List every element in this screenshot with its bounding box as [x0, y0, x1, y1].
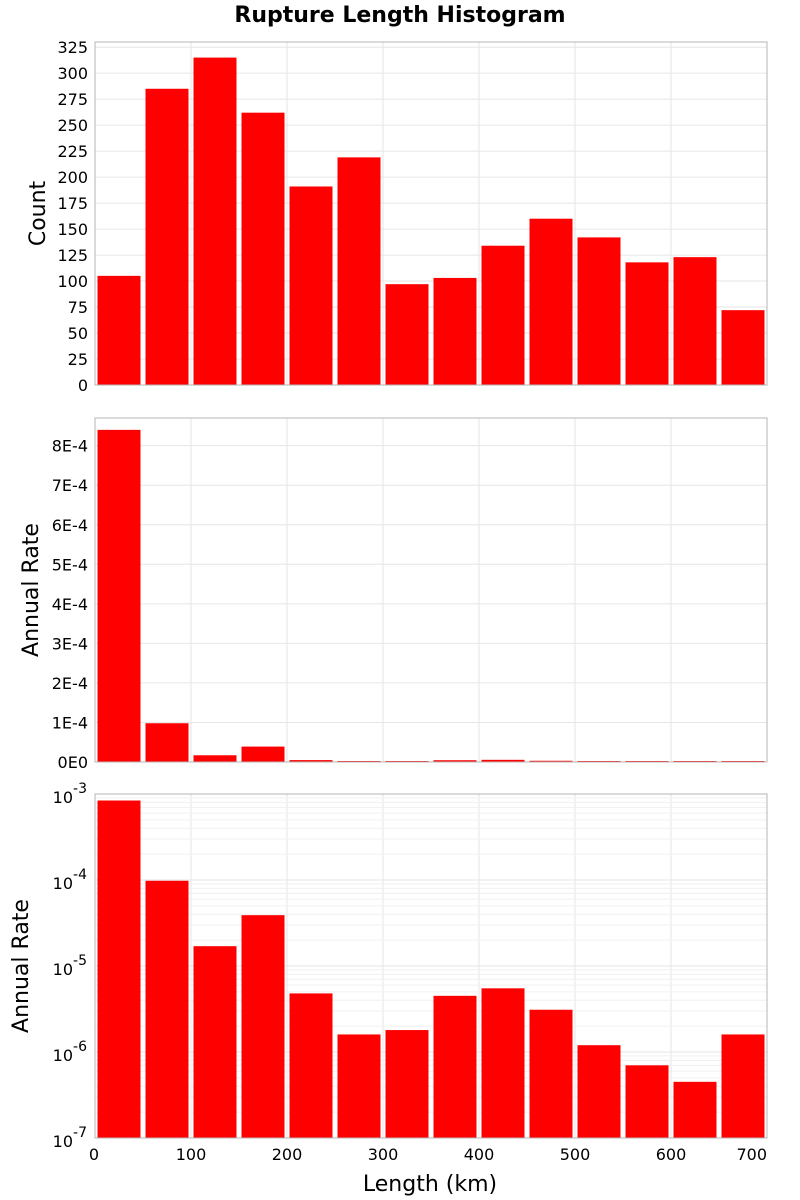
- y-tick-label: 1E-4: [52, 713, 88, 732]
- y-tick-label: 10-5: [53, 953, 87, 979]
- bar: [481, 988, 525, 1138]
- y-tick-label: 0: [78, 376, 88, 395]
- y-tick-label: 2E-4: [52, 674, 88, 693]
- bar: [481, 245, 525, 385]
- y-tick-label: 175: [57, 194, 88, 213]
- panel-count: 0 25 50 75 100 125 150 175 200 225 250 275 300 325 Cou…: [26, 38, 768, 395]
- y-tick-label: 4E-4: [52, 595, 88, 614]
- bar: [241, 746, 285, 762]
- bar: [145, 723, 189, 762]
- x-axis-label: Length (km): [363, 1172, 497, 1197]
- bar: [97, 429, 141, 762]
- y-tick-exponent: -6: [73, 1039, 87, 1055]
- bar: [529, 1009, 573, 1138]
- y-tick-label: 10-4: [53, 867, 87, 893]
- plot-frame: [94, 41, 768, 386]
- y-tick-label: 0E0: [58, 753, 88, 772]
- bar: [433, 995, 477, 1138]
- x-tick-label: 700: [736, 1145, 767, 1164]
- y-tick-label: 100: [57, 272, 88, 291]
- bar: [289, 993, 333, 1138]
- bar: [577, 237, 621, 385]
- panel-annual-rate-linear: 0E0 1E-4 2E-4 3E-4 4E-4 5E-4 6E-4 7E-4 8E-4 Annua…: [19, 417, 768, 772]
- bar: [433, 277, 477, 385]
- y-tick-label: 125: [57, 246, 88, 265]
- bar: [97, 275, 141, 385]
- plot-frame: [94, 793, 768, 1139]
- bar: [625, 1065, 669, 1138]
- bar: [145, 880, 189, 1138]
- y-tick-label: 5E-4: [52, 555, 88, 574]
- y-tick-label: 225: [57, 142, 88, 161]
- x-tick-label: 400: [464, 1145, 495, 1164]
- y-tick-label: 325: [57, 38, 88, 57]
- y-tick-label: 250: [57, 116, 88, 135]
- bar: [577, 1045, 621, 1138]
- x-tick-label: 500: [560, 1145, 591, 1164]
- x-tick-label: 0: [89, 1145, 99, 1164]
- x-tick-label: 200: [272, 1145, 303, 1164]
- y-tick-base: 10: [53, 1132, 73, 1151]
- bar: [97, 800, 141, 1138]
- bar: [337, 157, 381, 385]
- bar: [625, 262, 669, 385]
- chart-title: Rupture Length Histogram: [234, 3, 565, 28]
- bar: [193, 57, 237, 385]
- plot-frame: [94, 417, 768, 763]
- y-tick-label: 8E-4: [52, 437, 88, 456]
- y-tick-label: 275: [57, 90, 88, 109]
- y-tick-base: 10: [53, 874, 73, 893]
- bar: [289, 186, 333, 385]
- bar: [241, 915, 285, 1138]
- bar: [241, 112, 285, 386]
- bar: [673, 257, 717, 385]
- y-tick-label: 150: [57, 220, 88, 239]
- bar: [721, 310, 765, 385]
- y-tick-label: 6E-4: [52, 516, 88, 535]
- bar: [721, 1034, 765, 1138]
- y-tick-exponent: -5: [73, 953, 87, 969]
- bar: [337, 1034, 381, 1138]
- y-tick-label: 10-3: [53, 781, 87, 807]
- bar: [529, 760, 573, 762]
- y-tick-label: 50: [68, 324, 88, 343]
- bar: [385, 284, 429, 385]
- y-tick-label: 200: [57, 168, 88, 187]
- y-tick-exponent: -3: [73, 781, 87, 797]
- bar: [193, 946, 237, 1138]
- y-tick-base: 10: [53, 1046, 73, 1065]
- bar: [145, 88, 189, 385]
- y-tick-label: 10-6: [53, 1039, 87, 1065]
- x-tick-label: 300: [368, 1145, 399, 1164]
- y-tick-base: 10: [53, 960, 73, 979]
- bar: [433, 760, 477, 762]
- y-tick-base: 10: [53, 788, 73, 807]
- y-axis-label: Annual Rate: [9, 899, 34, 1033]
- bar: [289, 760, 333, 762]
- y-tick-label: 75: [68, 298, 88, 317]
- bar: [385, 1030, 429, 1138]
- y-tick-label: 3E-4: [52, 634, 88, 653]
- bar: [193, 755, 237, 762]
- y-tick-exponent: -7: [73, 1125, 87, 1141]
- bar: [673, 1081, 717, 1138]
- y-tick-label: 300: [57, 64, 88, 83]
- x-tick-label: 100: [176, 1145, 207, 1164]
- x-tick-label: 600: [656, 1145, 687, 1164]
- bar: [481, 759, 525, 762]
- y-tick-exponent: -4: [73, 867, 87, 883]
- y-tick-label: 10-7: [53, 1125, 87, 1151]
- y-tick-label: 25: [68, 350, 88, 369]
- y-axis-label: Count: [26, 180, 51, 246]
- y-axis-label: Annual Rate: [19, 523, 44, 657]
- bar: [529, 218, 573, 385]
- y-tick-label: 7E-4: [52, 476, 88, 495]
